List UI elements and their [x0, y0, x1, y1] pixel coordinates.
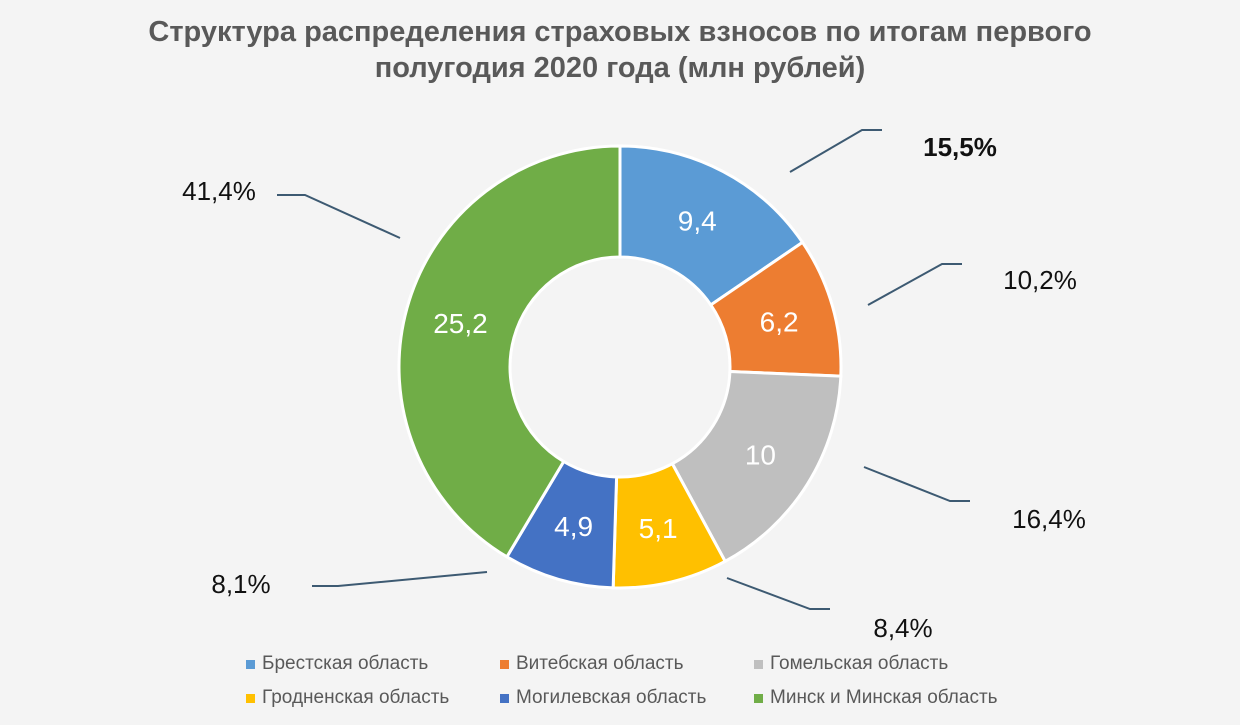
percent-label-gomel: 16,4% [1012, 504, 1086, 534]
chart-title-line-1: Структура распределения страховых взносо… [148, 16, 1092, 48]
leader-line-vitebsk [867, 263, 962, 306]
percent-label-minsk: 41,4% [182, 176, 256, 206]
value-label-grodno: 5,1 [639, 513, 678, 544]
value-label-brest: 9,4 [678, 206, 717, 237]
percent-label-vitebsk: 10,2% [1003, 265, 1077, 295]
value-label-mogilev: 4,9 [554, 511, 593, 542]
percent-label-mogilev: 8,1% [211, 569, 270, 599]
slice-minsk [397, 144, 622, 559]
percent-label-brest: 15,5% [923, 132, 997, 162]
value-label-vitebsk: 6,2 [760, 306, 799, 337]
value-label-minsk: 25,2 [433, 308, 488, 339]
chart-title-line-2: полугодия 2020 года (млн рублей) [374, 52, 866, 84]
leader-line-brest [789, 129, 882, 173]
leader-line-mogilev [312, 571, 488, 587]
value-label-gomel: 10 [745, 440, 776, 471]
leader-line-gomel [863, 466, 970, 502]
percent-label-grodno: 8,4% [873, 613, 932, 643]
slice-brest [618, 144, 805, 308]
chart-title: Структура распределения страховых взносо… [0, 14, 1240, 86]
leader-line-grodno [726, 577, 830, 610]
slice-gomel [670, 369, 843, 564]
leader-line-minsk [277, 194, 401, 239]
